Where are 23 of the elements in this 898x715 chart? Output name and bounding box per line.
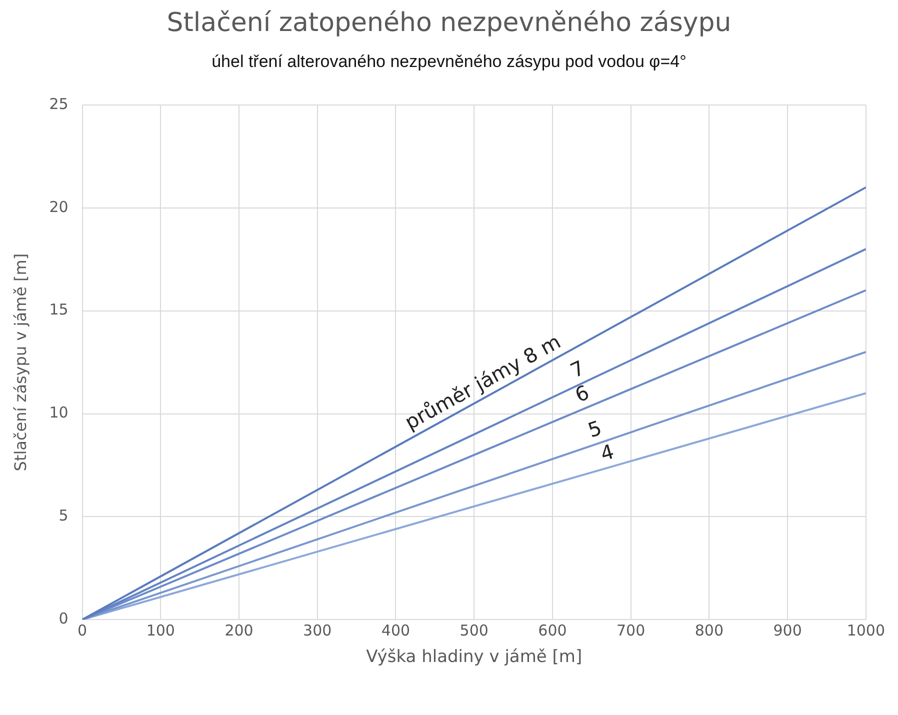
y-axis-title: Stlačení zásypu v jámě [m]: [10, 253, 30, 472]
y-tick-label: 15: [49, 300, 68, 319]
y-tick-label: 0: [58, 609, 68, 628]
y-tick-label: 5: [58, 506, 68, 525]
y-tick-label: 20: [49, 198, 68, 216]
x-tick-label: 900: [773, 621, 802, 640]
x-tick-label: 800: [694, 621, 724, 640]
x-tick-label: 500: [460, 621, 488, 640]
y-tick-label: 25: [49, 94, 68, 113]
x-tick-label: 300: [303, 621, 332, 640]
x-tick-label: 0: [78, 621, 88, 640]
y-tick-label: 10: [49, 404, 68, 422]
x-tick-label: 1000: [846, 621, 886, 640]
x-tick-label: 700: [616, 621, 646, 640]
x-tick-label: 600: [538, 621, 567, 640]
text: 6: [571, 380, 593, 408]
x-axis-title: Výška hladiny v jámě [m]: [366, 647, 582, 668]
x-tick-label: 100: [146, 621, 175, 640]
x-tick-label: 400: [381, 621, 410, 640]
chart-subtitle: úhel tření alterovaného nezpevněného zásypu pod vodou φ=4°: [210, 52, 688, 72]
text: 7: [566, 356, 588, 383]
chart-title: Stlačení zatopeného nezpevněného zásypu: [166, 8, 732, 38]
x-tick-label: 200: [224, 621, 254, 640]
